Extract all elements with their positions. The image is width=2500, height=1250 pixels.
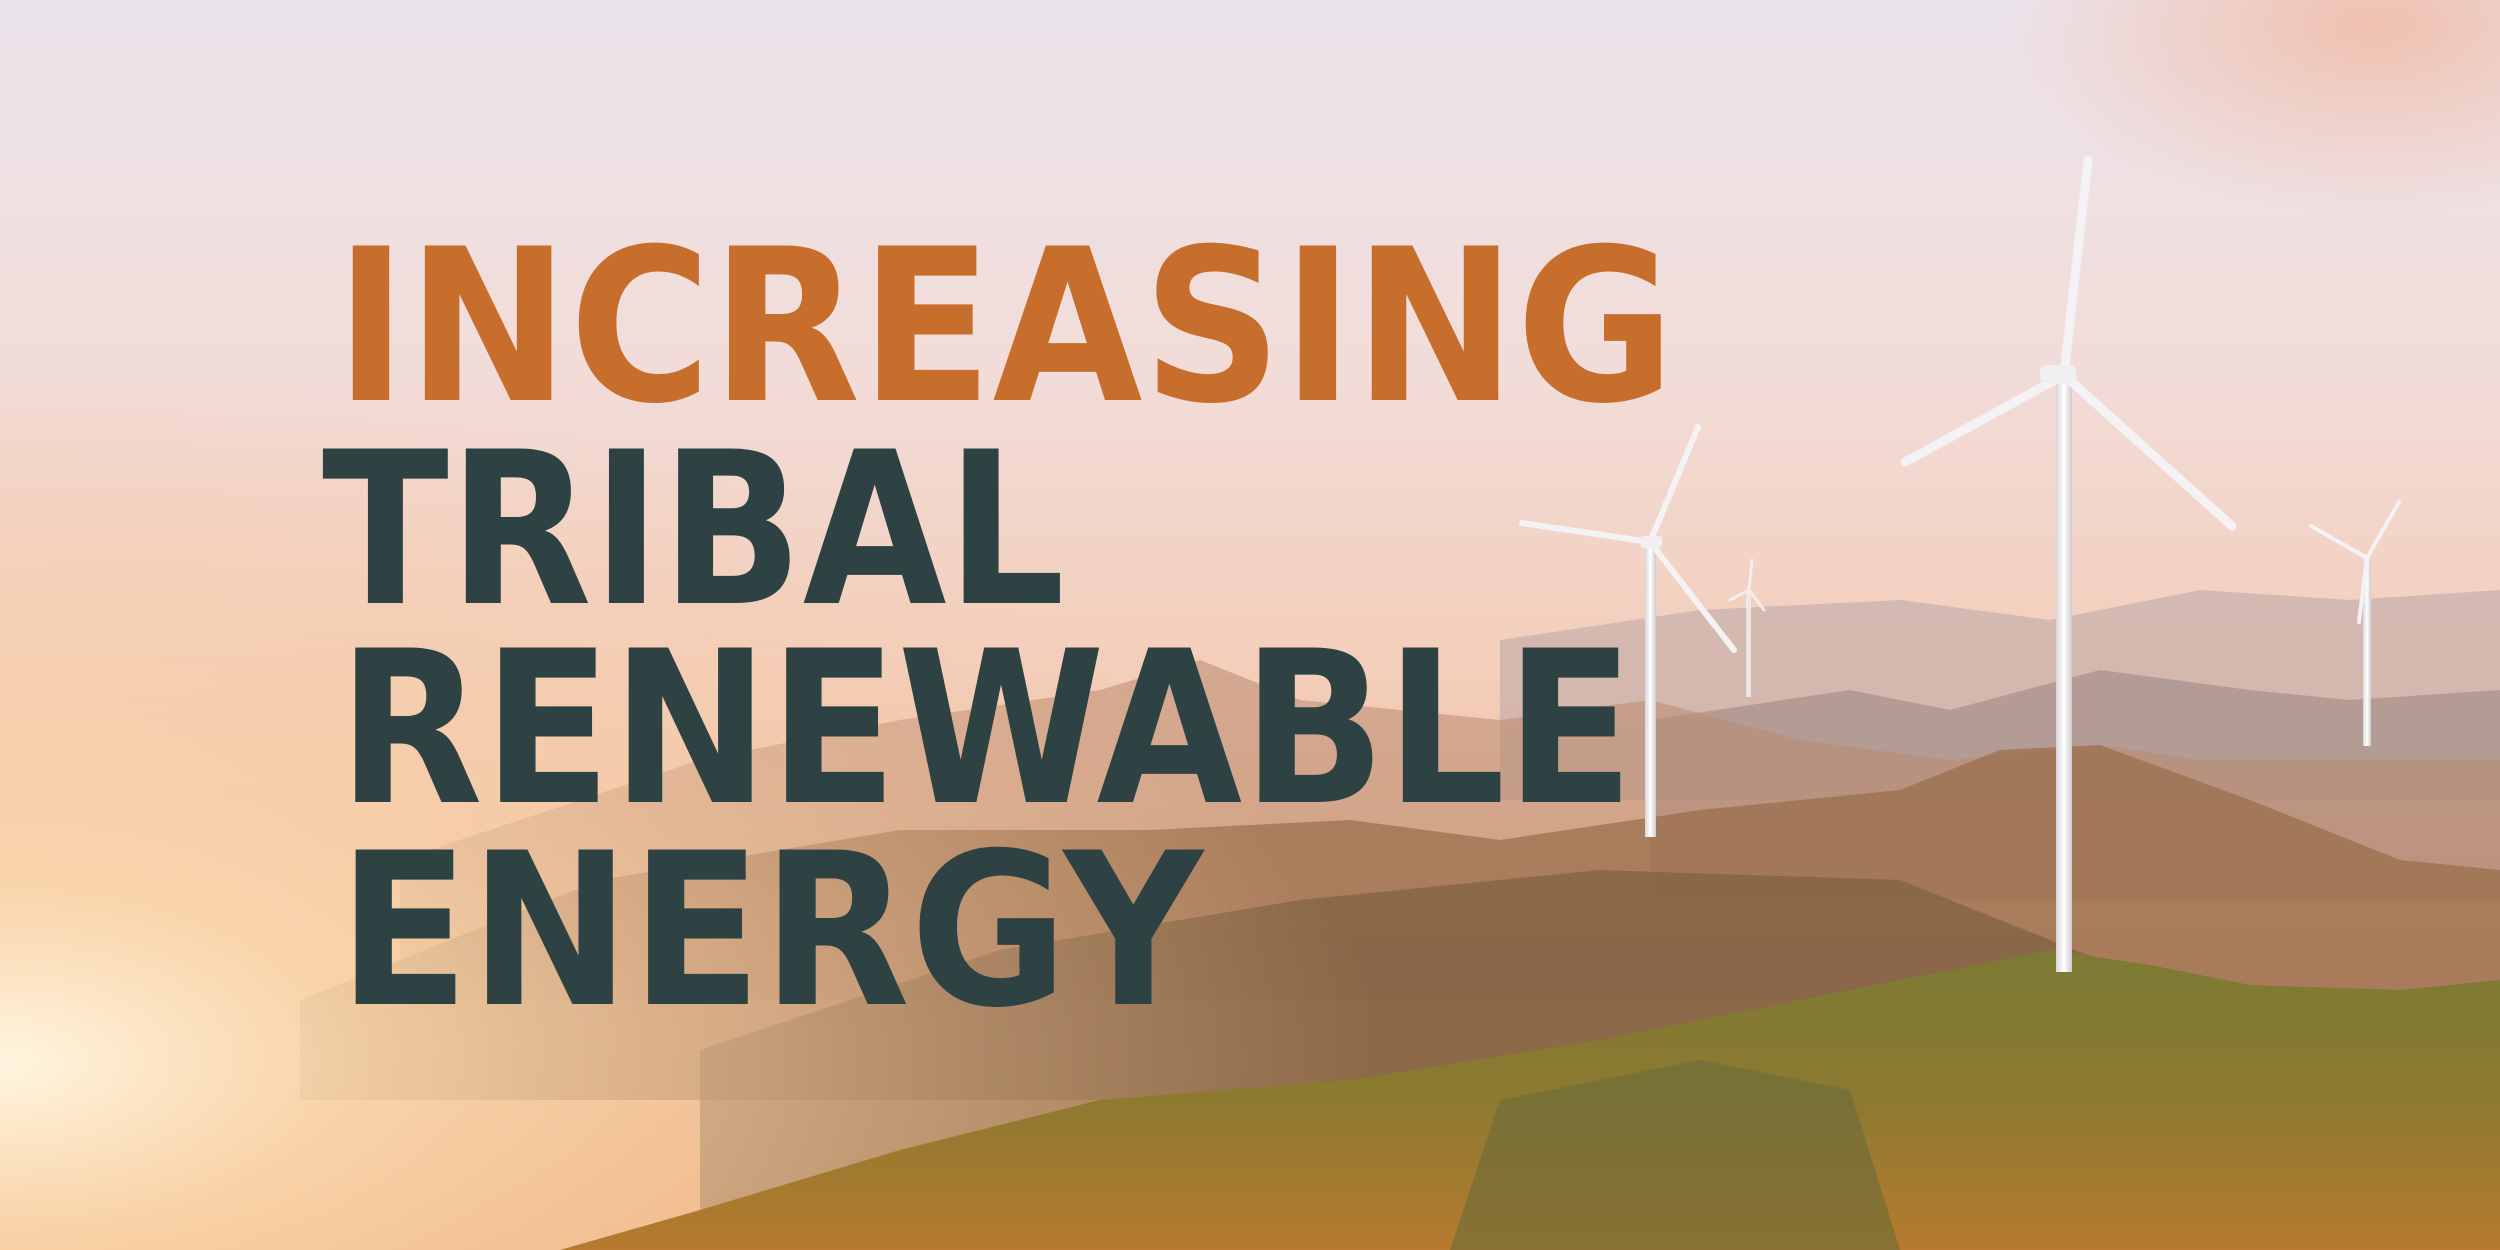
headline-line-2: TRIBAL — [322, 406, 1065, 653]
wind-turbine-icon — [1519, 424, 1737, 837]
wind-turbine-icon — [1900, 155, 2237, 972]
village-slope — [1450, 1060, 1900, 1250]
wind-turbine-icon — [1728, 558, 1766, 697]
headline-line-1: INCREASING — [335, 203, 1675, 450]
headline-line-4: ENERGY — [338, 807, 1205, 1054]
wind-turbine-icon — [2309, 500, 2401, 746]
headline-line-3: RENEWABLE — [338, 605, 1634, 852]
